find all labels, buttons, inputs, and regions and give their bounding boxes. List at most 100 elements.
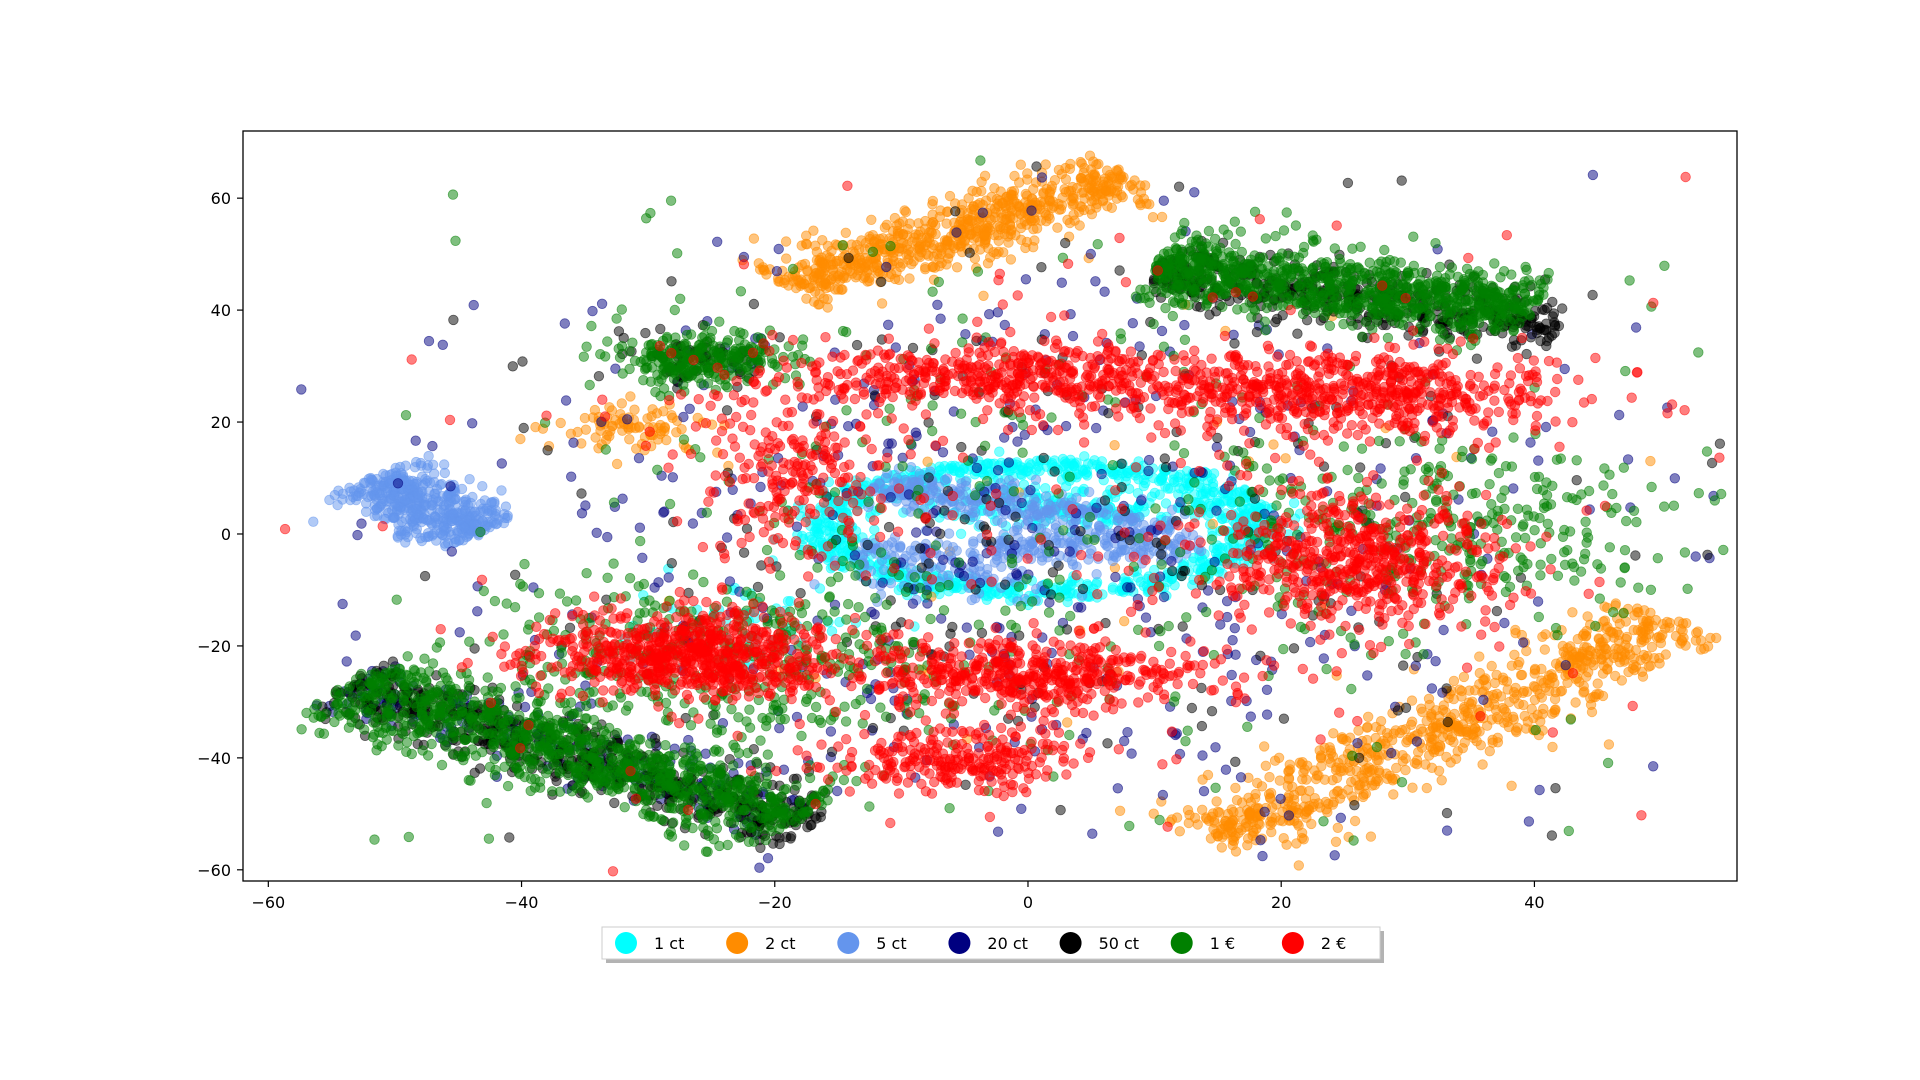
- data-point: [1197, 750, 1208, 761]
- data-point: [1089, 169, 1100, 180]
- data-point: [1488, 689, 1499, 701]
- data-point: [1101, 540, 1112, 552]
- data-point: [1088, 156, 1099, 167]
- data-point: [1026, 205, 1037, 216]
- data-point: [1067, 559, 1079, 570]
- data-point: [515, 433, 526, 445]
- data-point: [913, 218, 924, 229]
- data-point: [1373, 765, 1385, 776]
- data-point: [1579, 686, 1590, 697]
- data-point: [1089, 182, 1100, 193]
- data-point: [822, 302, 833, 313]
- data-point: [1264, 771, 1275, 783]
- data-point: [773, 243, 784, 255]
- data-point: [907, 598, 919, 609]
- data-point: [1255, 835, 1266, 846]
- data-point: [967, 500, 979, 512]
- data-point: [1474, 667, 1486, 679]
- data-point: [341, 656, 352, 667]
- data-point: [1362, 721, 1373, 733]
- data-point: [755, 481, 766, 493]
- data-point: [1332, 822, 1344, 834]
- data-point: [978, 290, 989, 302]
- data-point: [1015, 159, 1027, 170]
- data-point: [1288, 497, 1300, 509]
- data-point: [1273, 752, 1285, 764]
- data-point: [943, 528, 955, 539]
- data-point: [624, 434, 635, 445]
- data-point: [1164, 525, 1175, 536]
- data-point: [1179, 319, 1190, 331]
- data-point: [388, 490, 399, 501]
- data-point: [1522, 686, 1533, 697]
- data-point: [1318, 653, 1330, 664]
- data-point: [439, 467, 451, 479]
- data-point: [1361, 734, 1373, 746]
- data-point: [1040, 491, 1052, 502]
- data-point: [801, 293, 812, 304]
- data-point: [1212, 831, 1224, 842]
- data-point: [1122, 727, 1133, 738]
- data-point: [1365, 831, 1377, 842]
- data-point: [370, 484, 381, 495]
- data-point: [392, 478, 404, 489]
- data-point: [468, 518, 480, 530]
- data-point: [622, 414, 633, 425]
- data-point: [862, 276, 873, 287]
- data-point: [1060, 162, 1071, 174]
- data-point: [905, 563, 917, 574]
- data-point: [1335, 812, 1347, 824]
- data-point: [1030, 496, 1042, 508]
- data-point: [1306, 818, 1317, 830]
- data-point: [989, 182, 1000, 194]
- data-point: [1210, 742, 1221, 753]
- data-point: [1069, 215, 1080, 226]
- data-point: [801, 239, 813, 250]
- data-point: [1411, 736, 1423, 747]
- data-point: [1263, 789, 1275, 800]
- data-point: [1560, 650, 1571, 661]
- data-point: [1547, 741, 1558, 753]
- data-point: [1537, 631, 1548, 643]
- data-point: [591, 527, 602, 539]
- data-point: [1616, 675, 1628, 686]
- data-point: [926, 219, 937, 230]
- data-point: [1229, 623, 1241, 634]
- data-point: [1314, 745, 1325, 756]
- data-point: [1613, 409, 1625, 421]
- data-point: [1585, 699, 1597, 711]
- data-point: [1231, 795, 1243, 806]
- data-point: [423, 450, 434, 462]
- data-point: [530, 421, 541, 433]
- data-point: [1529, 694, 1541, 706]
- data-point: [1230, 782, 1241, 794]
- data-point: [1158, 591, 1170, 603]
- data-point: [1325, 757, 1337, 768]
- data-point: [1580, 631, 1592, 642]
- data-point: [463, 500, 474, 511]
- data-point: [422, 460, 434, 471]
- data-point: [967, 556, 978, 567]
- data-point: [1223, 819, 1235, 831]
- data-point: [1005, 254, 1017, 265]
- data-point: [1645, 455, 1656, 467]
- data-point: [996, 197, 1008, 209]
- data-point: [976, 176, 987, 188]
- data-point: [814, 288, 825, 300]
- data-point: [1156, 211, 1168, 223]
- data-point: [667, 472, 679, 483]
- data-point: [1691, 627, 1702, 639]
- data-point: [967, 185, 978, 197]
- data-point: [427, 530, 438, 541]
- data-point: [1261, 709, 1273, 720]
- data-point: [1338, 734, 1349, 745]
- data-point: [970, 593, 981, 604]
- data-point: [1460, 726, 1472, 738]
- data-point: [604, 402, 615, 413]
- data-point: [866, 214, 877, 226]
- data-point: [1030, 474, 1042, 486]
- data-point: [1487, 426, 1498, 437]
- data-point: [1112, 783, 1124, 794]
- data-point: [971, 462, 983, 474]
